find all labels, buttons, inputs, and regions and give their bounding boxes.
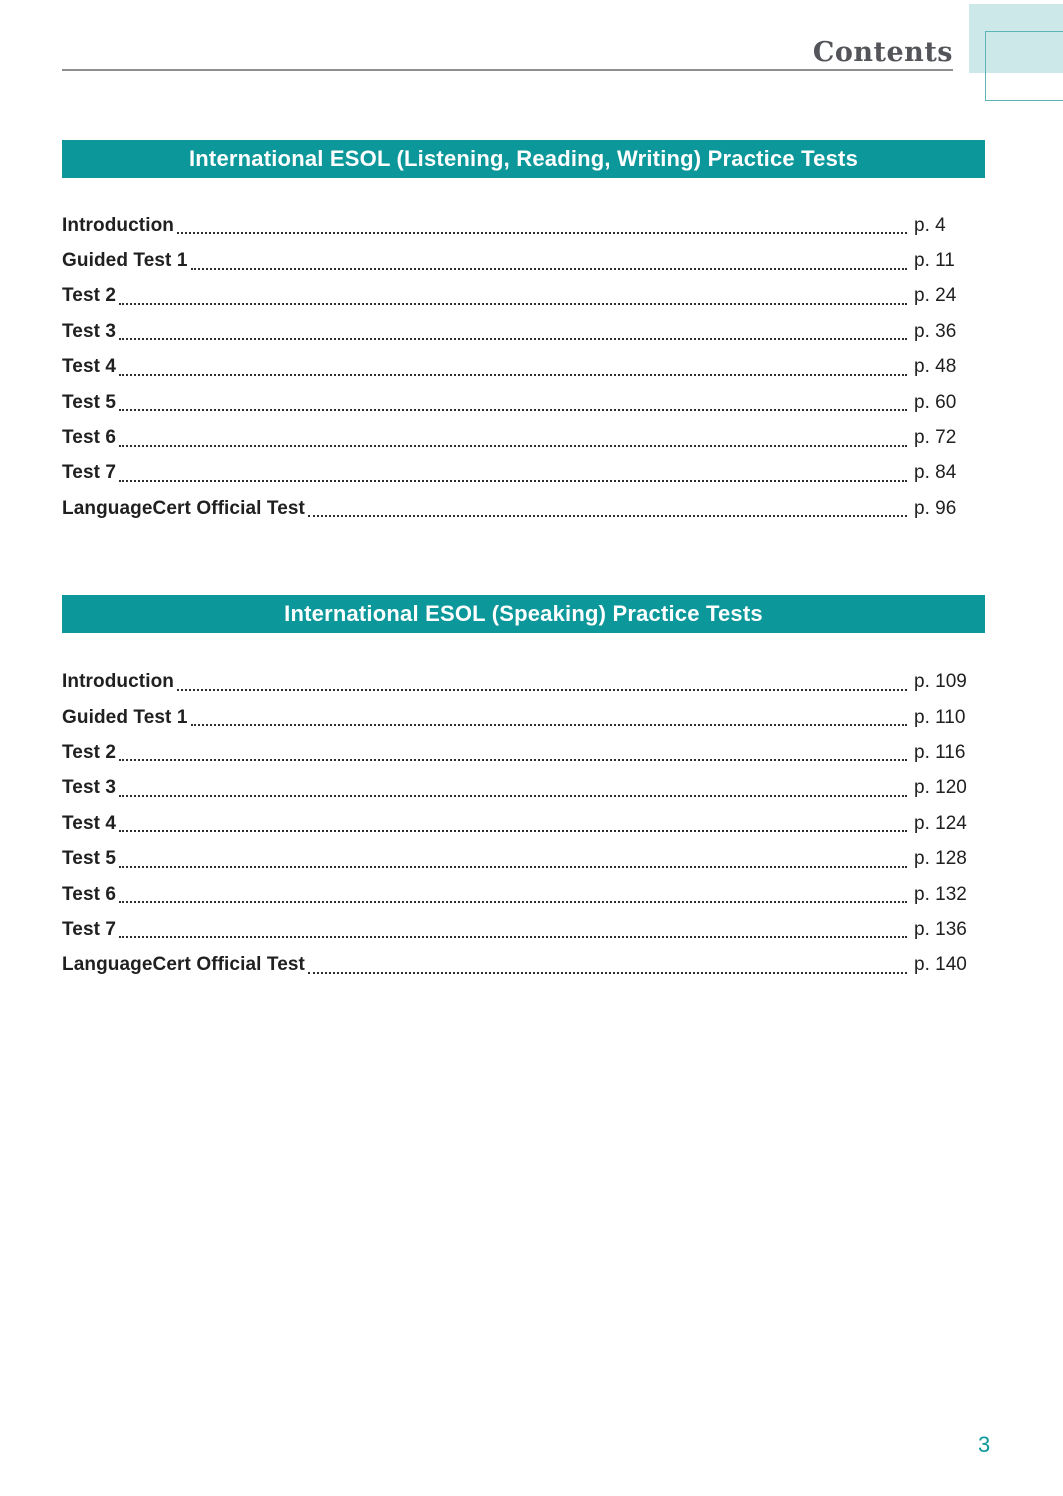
toc-entry: Test 2 p. 116 bbox=[62, 735, 972, 770]
toc-entry: Test 4 p. 48 bbox=[62, 350, 972, 385]
toc-entry-label: Test 7 bbox=[62, 462, 117, 484]
toc-leader-dots bbox=[177, 217, 907, 235]
toc-entry: Test 5 p. 128 bbox=[62, 841, 972, 876]
toc-entry-page: p. 124 bbox=[914, 812, 967, 834]
header-divider bbox=[62, 69, 953, 71]
toc-entry: Test 7 p. 136 bbox=[62, 912, 972, 947]
toc-entry-label: LanguageCert Official Test bbox=[62, 497, 305, 519]
toc-entry-page: p. 72 bbox=[914, 427, 957, 449]
toc-entry: Test 4 p. 124 bbox=[62, 806, 972, 841]
toc-entry: Introduction p. 4 bbox=[62, 208, 972, 243]
toc-leader-dots bbox=[119, 430, 907, 447]
toc-entry-page: p. 60 bbox=[914, 391, 957, 413]
toc-entry-page: p. 110 bbox=[914, 706, 966, 728]
toc-entry-label: Test 5 bbox=[62, 848, 117, 870]
toc-entry: LanguageCert Official Test p. 96 bbox=[62, 491, 972, 526]
toc-leader-dots bbox=[190, 253, 907, 270]
section-banner: International ESOL (Listening, Reading, … bbox=[62, 140, 985, 178]
toc-entry-label: Introduction bbox=[62, 671, 175, 693]
toc-entry-label: Test 6 bbox=[62, 427, 117, 449]
toc-entry: Test 2 p. 24 bbox=[62, 279, 972, 314]
toc-entry-page: p. 24 bbox=[914, 285, 957, 307]
toc-entry-page: p. 84 bbox=[914, 462, 957, 484]
toc-leader-dots bbox=[307, 957, 907, 974]
toc-entry-label: Guided Test 1 bbox=[62, 706, 188, 728]
toc-entry-label: Introduction bbox=[62, 214, 175, 236]
toc-entry-page: p. 11 bbox=[914, 250, 955, 272]
toc-leader-dots bbox=[190, 709, 907, 727]
toc-entry: Test 7 p. 84 bbox=[62, 456, 972, 491]
page-title: Contents bbox=[812, 37, 953, 68]
toc-leader-dots bbox=[119, 815, 907, 833]
toc-entry-label: Test 3 bbox=[62, 777, 117, 799]
toc-entry-page: p. 4 bbox=[914, 214, 946, 236]
toc-leader-dots bbox=[119, 288, 907, 305]
toc-entry-label: Test 3 bbox=[62, 320, 117, 342]
toc-leader-dots bbox=[119, 886, 907, 904]
toc-section-listening-reading-writing: International ESOL (Listening, Reading, … bbox=[0, 140, 1063, 527]
toc-entry: LanguageCert Official Test p. 140 bbox=[62, 948, 972, 983]
toc-entry-label: Test 2 bbox=[62, 285, 117, 307]
toc-entry-page: p. 128 bbox=[914, 848, 967, 870]
folio-page-number: 3 bbox=[978, 1432, 991, 1457]
toc-entry-label: Test 5 bbox=[62, 391, 117, 413]
toc-entry: Test 3 p. 120 bbox=[62, 771, 972, 806]
toc-entry: Test 5 p. 60 bbox=[62, 385, 972, 420]
toc-entry-label: LanguageCert Official Test bbox=[62, 954, 305, 976]
toc-entry: Guided Test 1 p. 11 bbox=[62, 243, 972, 278]
toc-entry-page: p. 109 bbox=[914, 671, 967, 693]
toc-leader-dots bbox=[119, 394, 907, 412]
toc-leader-dots bbox=[119, 744, 907, 762]
toc-entry-label: Test 7 bbox=[62, 918, 117, 940]
toc-entry-page: p. 120 bbox=[914, 777, 967, 799]
toc-entry-page: p. 96 bbox=[914, 497, 957, 519]
toc-entry-page: p. 136 bbox=[914, 918, 967, 940]
toc-entry-label: Guided Test 1 bbox=[62, 250, 188, 272]
toc-entry-label: Test 6 bbox=[62, 883, 117, 905]
toc-leader-dots bbox=[119, 359, 907, 376]
toc-entry-label: Test 2 bbox=[62, 741, 117, 763]
contents-body: International ESOL (Listening, Reading, … bbox=[0, 140, 1063, 984]
toc-entry-page: p. 36 bbox=[914, 320, 957, 342]
toc-entry-label: Test 4 bbox=[62, 812, 117, 834]
toc-entry: Guided Test 1 p. 110 bbox=[62, 700, 972, 735]
toc-entry: Test 3 p. 36 bbox=[62, 314, 972, 349]
toc-entry-page: p. 132 bbox=[914, 883, 967, 905]
toc-entry-page: p. 48 bbox=[914, 356, 957, 378]
corner-fill-decoration bbox=[969, 4, 1063, 73]
toc-leader-dots bbox=[307, 500, 907, 518]
toc-entry: Test 6 p. 132 bbox=[62, 877, 972, 912]
toc-entry-page: p. 140 bbox=[914, 954, 967, 976]
toc-leader-dots bbox=[119, 323, 907, 341]
toc-entry: Introduction p. 109 bbox=[62, 665, 972, 700]
toc-list: Introduction p. 4 Guided Test 1 p. 11 Te… bbox=[62, 208, 972, 527]
toc-section-speaking: International ESOL (Speaking) Practice T… bbox=[0, 594, 1063, 984]
toc-entry: Test 6 p. 72 bbox=[62, 420, 972, 455]
toc-leader-dots bbox=[119, 851, 907, 868]
toc-leader-dots bbox=[177, 674, 907, 691]
toc-leader-dots bbox=[119, 921, 907, 939]
toc-list: Introduction p. 109 Guided Test 1 p. 110… bbox=[62, 665, 972, 984]
toc-leader-dots bbox=[119, 465, 907, 482]
toc-entry-label: Test 4 bbox=[62, 356, 117, 378]
toc-entry-page: p. 116 bbox=[914, 741, 966, 763]
section-banner: International ESOL (Speaking) Practice T… bbox=[62, 594, 985, 633]
toc-leader-dots bbox=[119, 780, 907, 797]
corner-outline-decoration bbox=[985, 31, 1063, 101]
